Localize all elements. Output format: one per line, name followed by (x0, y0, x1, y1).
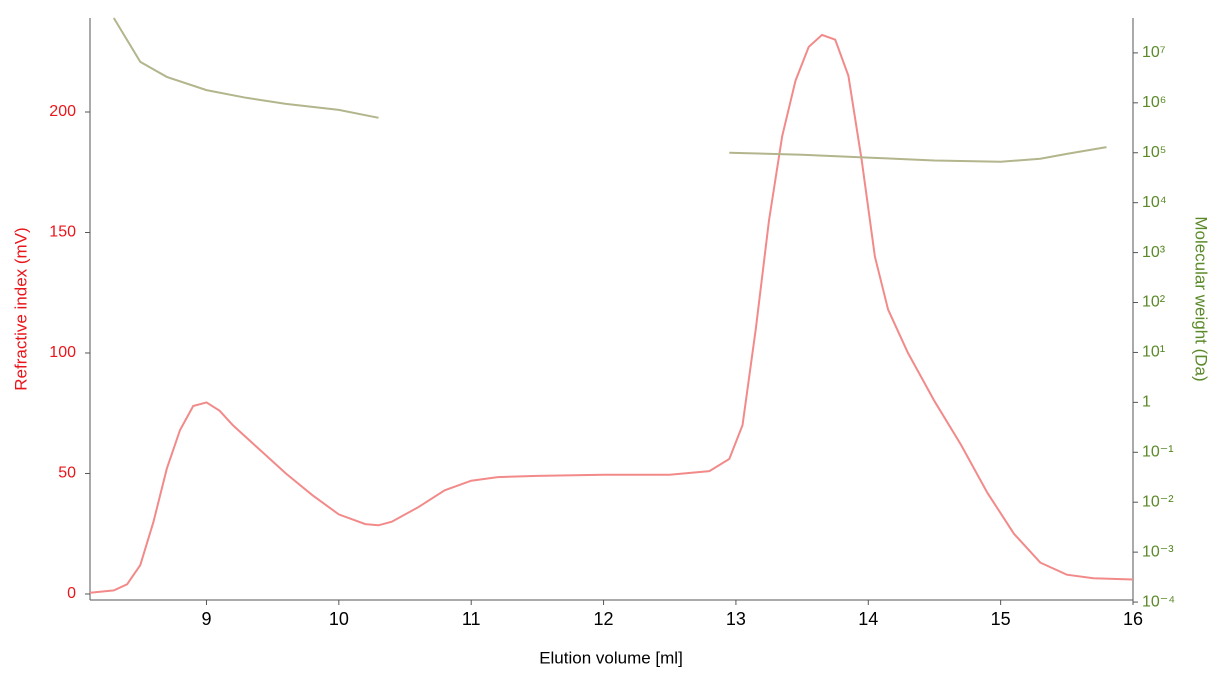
x-tick-label: 15 (991, 609, 1011, 629)
y-tick-label: 0 (67, 585, 76, 602)
series-line (89, 33, 1134, 594)
y-axis-title: Refractive index (mV) (11, 227, 30, 390)
y2-tick-label: 10⁶ (1142, 94, 1166, 111)
x-tick-label: 13 (726, 609, 746, 629)
x-tick-label: 14 (858, 609, 878, 629)
y2-tick-label: 10⁵ (1142, 144, 1166, 161)
y2-tick-label: 10⁻⁴ (1142, 593, 1175, 610)
y2-tick-label: 10³ (1142, 244, 1166, 261)
y2-tick-label: 10¹ (1142, 344, 1165, 361)
y2-tick-label: 10⁴ (1142, 194, 1167, 211)
y2-tick-label: 10⁻² (1142, 493, 1174, 510)
y-tick-label: 100 (49, 344, 76, 361)
x-axis-title: Elution volume [ml] (539, 648, 683, 667)
y2-tick-label: 10² (1142, 294, 1166, 311)
x-tick-label: 9 (201, 609, 211, 629)
y2-tick-label: 10⁻¹ (1142, 444, 1174, 461)
x-tick-label: 11 (462, 609, 481, 629)
x-tick-label: 10 (329, 609, 349, 629)
y2-tick-label: 10⁷ (1142, 44, 1166, 61)
y-tick-label: 150 (49, 224, 76, 241)
y2-axis-title: Molecular weight (Da) (1192, 216, 1211, 381)
y-tick-label: 50 (58, 465, 76, 482)
series-line (112, 17, 1107, 163)
x-tick-label: 16 (1123, 609, 1143, 629)
y-tick-label: 200 (49, 103, 76, 120)
y2-tick-label: 10⁻³ (1142, 543, 1174, 560)
y2-tick-label: 1 (1142, 394, 1151, 411)
x-tick-label: 12 (594, 609, 614, 629)
